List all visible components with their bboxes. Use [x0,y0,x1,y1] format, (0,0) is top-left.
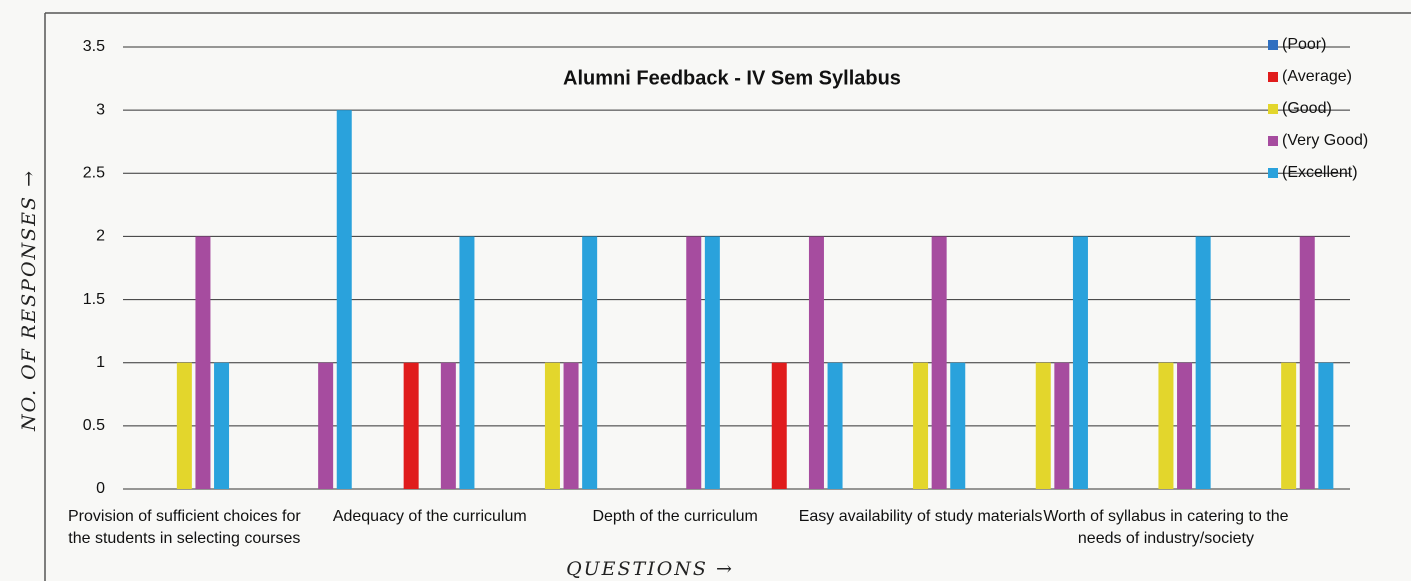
legend-swatch [1268,168,1278,178]
bar [195,236,211,489]
bar [336,110,352,490]
legend-swatch [1268,104,1278,114]
bar [1072,236,1088,489]
x-tick-label: Provision of sufficient choices for the … [67,508,301,547]
y-tick-label: 1.5 [83,291,105,308]
bar [403,362,419,489]
legend-swatch [1268,40,1278,50]
bar [686,236,702,489]
bar [808,236,824,489]
y-tick-label: 2.5 [83,165,105,182]
bar [176,362,192,489]
legend-label: (Excellent) [1282,164,1358,181]
x-tick-label: Worth of syllabus in catering to the nee… [1043,508,1289,547]
x-tick-label: Easy availability of study materials [798,508,1043,525]
bar [1195,236,1211,489]
y-axis-label: NO. OF RESPONSES → [18,169,40,432]
bar [931,236,947,489]
bar [563,362,579,489]
legend-swatch [1268,136,1278,146]
y-tick-label: 2 [96,228,105,245]
y-tick-label: 3 [96,101,105,118]
bar [1281,362,1297,489]
bar [318,362,334,489]
legend-label: (Very Good) [1282,132,1368,149]
bar [582,236,598,489]
chart-title: Alumni Feedback - IV Sem Syllabus [563,67,901,89]
x-axis-label: QUESTIONS → [566,558,734,580]
bar [1318,362,1334,489]
y-tick-label: 0 [96,480,105,497]
bar [1054,362,1070,489]
bar [827,362,843,489]
legend-label: (Average) [1282,68,1352,85]
bar [214,362,230,489]
bar [950,362,966,489]
y-tick-label: 1 [96,354,105,371]
bar [771,362,787,489]
bar [913,362,929,489]
bar [704,236,720,489]
legend-swatch [1268,72,1278,82]
y-tick-label: 3.5 [83,38,105,55]
y-tick-label: 0.5 [83,417,105,434]
bar [1035,362,1051,489]
bar [1299,236,1315,489]
x-tick-label: Depth of the curriculum [592,508,758,525]
bar [1177,362,1193,489]
x-tick-label: Adequacy of the curriculum [332,508,527,525]
bar [1158,362,1174,489]
legend-label: (Poor) [1282,36,1326,53]
bar [544,362,560,489]
bar [440,362,456,489]
bar [459,236,475,489]
legend-label: (Good) [1282,100,1332,117]
